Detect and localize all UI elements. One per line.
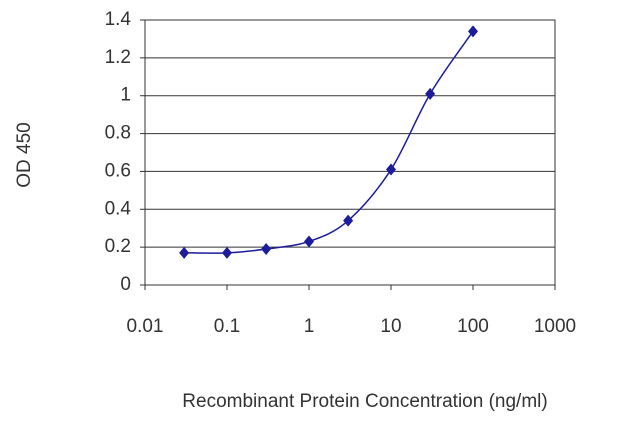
x-tick-label: 1000 [534, 316, 576, 337]
x-tick-label: 10 [380, 316, 401, 337]
y-tick-label: 1.4 [105, 9, 132, 30]
y-tick-label: 1 [120, 85, 131, 106]
y-tick-label: 0.2 [105, 236, 131, 257]
marker [386, 163, 396, 176]
marker [425, 87, 436, 100]
y-tick-label: 0.6 [105, 160, 131, 181]
line [184, 30, 474, 254]
marker [343, 214, 354, 227]
x-tick-label: 1 [304, 316, 315, 337]
y-tick-label: 0 [120, 274, 131, 295]
x-axis-label: Recombinant Protein Concentration (ng/ml… [182, 391, 547, 412]
x-tick-label: 0.01 [127, 316, 164, 337]
marker [179, 246, 190, 259]
y-tick-label: 0.4 [105, 198, 132, 219]
y-tick-label: 0.8 [105, 123, 131, 144]
marker [468, 25, 478, 38]
plot-frame [144, 19, 556, 286]
x-tick-label: 100 [457, 316, 489, 337]
marker [261, 243, 272, 256]
y-tick-label: 1.2 [105, 47, 131, 68]
y-axis-label: OD 450 [14, 122, 35, 187]
marker [222, 246, 232, 259]
marker [304, 235, 314, 248]
x-tick-label: 0.1 [214, 316, 240, 337]
